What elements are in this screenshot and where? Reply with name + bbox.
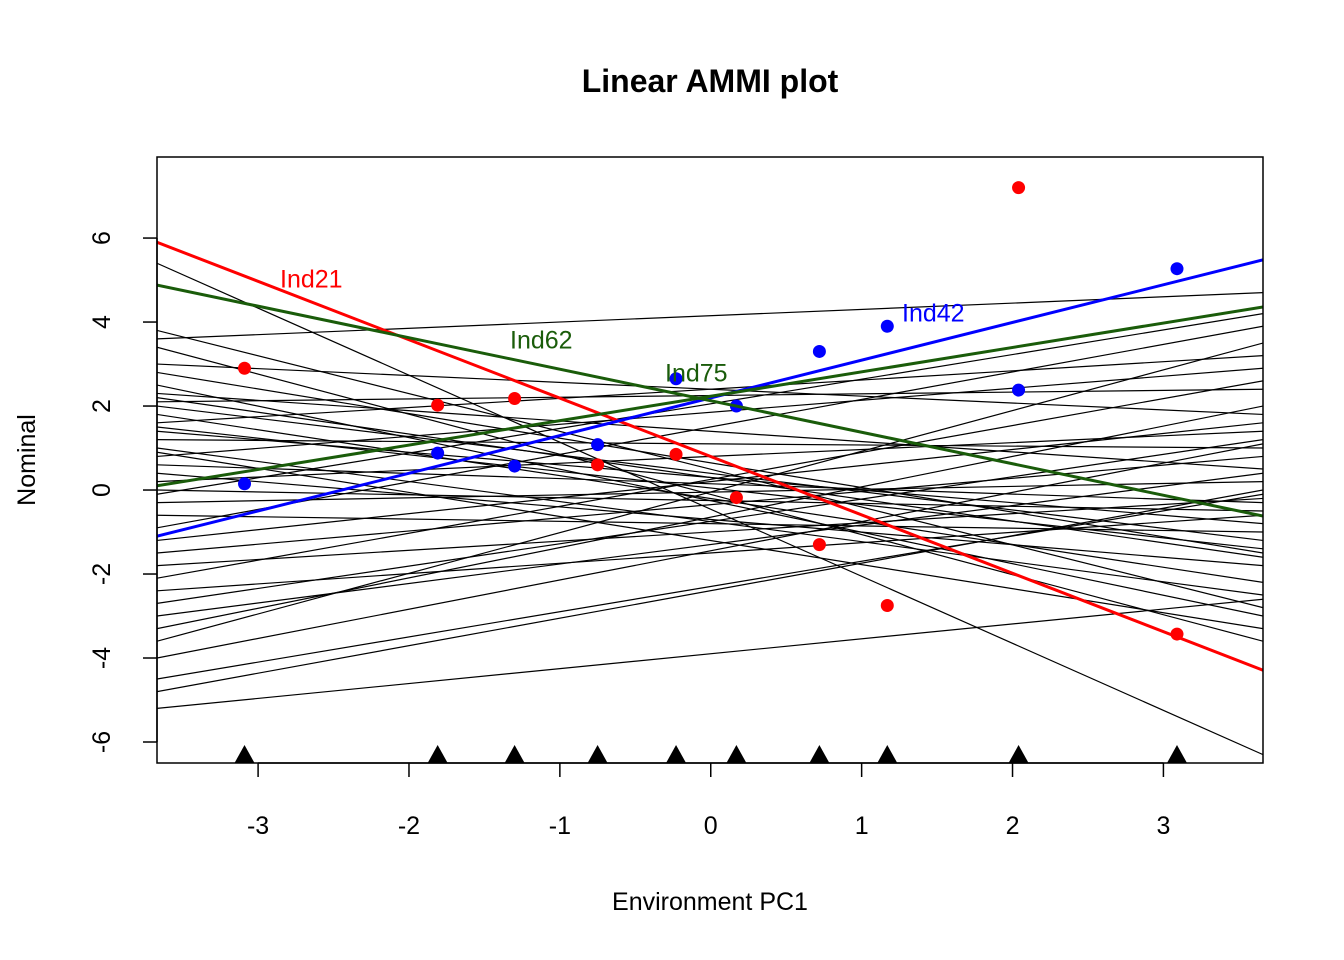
y-tick-label: -2: [88, 563, 116, 585]
x-tick-label: 3: [1156, 812, 1170, 840]
genotype-line: [157, 371, 1263, 554]
highlight-line: [157, 258, 1263, 538]
y-tick-label: 4: [88, 315, 116, 329]
genotype-line: [157, 380, 1263, 579]
y-axis-label: Nominal: [13, 414, 41, 506]
data-point: [1170, 262, 1184, 276]
data-point: [238, 361, 252, 375]
environment-marker: [809, 745, 830, 763]
genotype-line: [157, 397, 1263, 558]
x-tick-label: 0: [704, 812, 718, 840]
series-label: Ind62: [510, 327, 573, 355]
genotype-line: [157, 464, 1263, 504]
plot-area: [157, 181, 1263, 763]
data-point: [591, 458, 605, 472]
environment-marker: [1008, 745, 1029, 763]
genotype-line: [157, 342, 1263, 642]
x-tick-label: -3: [247, 812, 269, 840]
data-point: [238, 477, 252, 491]
data-point: [880, 599, 894, 613]
y-tick-label: 0: [88, 483, 116, 497]
environment-marker: [234, 745, 255, 763]
environment-marker: [427, 745, 448, 763]
genotype-line: [157, 451, 1263, 630]
x-tick-label: 2: [1006, 812, 1020, 840]
genotype-line: [157, 292, 1263, 340]
environment-marker: [877, 745, 898, 763]
environment-marker: [666, 745, 687, 763]
genotype-line: [157, 472, 1263, 617]
y-tick-label: -4: [88, 647, 116, 669]
genotype-line: [157, 439, 1263, 605]
x-tick-label: -2: [398, 812, 420, 840]
genotype-line: [157, 598, 1263, 710]
y-tick-label: 6: [88, 231, 116, 245]
environment-marker: [1166, 745, 1187, 763]
genotype-line: [157, 489, 1263, 512]
data-point: [508, 459, 522, 473]
genotype-line: [157, 497, 1263, 567]
data-point: [508, 391, 522, 405]
data-point: [880, 319, 894, 333]
chart-title: Linear AMMI plot: [582, 63, 839, 99]
genotype-line: [157, 313, 1263, 495]
environment-marker: [587, 745, 608, 763]
genotype-line: [157, 325, 1263, 529]
genotype-line: [157, 329, 1263, 609]
x-axis-label: Environment PC1: [612, 888, 808, 916]
highlight-line: [157, 305, 1263, 488]
genotype-line: [157, 514, 1263, 533]
genotype-line: [157, 493, 1263, 680]
data-point: [1012, 181, 1026, 195]
genotype-line: [157, 346, 1263, 642]
data-point: [431, 446, 445, 460]
genotype-line: [157, 514, 1263, 592]
genotype-line: [157, 455, 1263, 554]
y-tick-label: 2: [88, 399, 116, 413]
data-point: [1012, 383, 1026, 397]
series-label: Ind75: [665, 360, 728, 388]
y-tick-label: -6: [88, 731, 116, 753]
genotype-line: [157, 392, 1263, 470]
data-point: [812, 538, 826, 552]
data-point: [591, 438, 605, 452]
x-tick-label: -1: [549, 812, 571, 840]
data-point: [812, 344, 826, 358]
x-tick-label: 1: [855, 812, 869, 840]
genotype-line: [157, 472, 1263, 567]
highlight-line: [157, 283, 1263, 518]
genotype-line: [157, 439, 1263, 449]
series-label: Ind21: [280, 266, 343, 294]
genotype-line: [157, 262, 1263, 756]
data-point: [729, 491, 743, 505]
environment-marker: [504, 745, 525, 763]
genotype-line: [157, 489, 1263, 693]
genotype-line: [157, 422, 1263, 542]
data-point: [669, 372, 683, 386]
genotype-line: [157, 355, 1263, 424]
genotype-line: [157, 426, 1263, 550]
data-point: [669, 447, 683, 461]
genotype-line: [157, 443, 1263, 659]
genotype-line: [157, 413, 1263, 584]
data-point: [1170, 627, 1184, 641]
highlight-line: [157, 240, 1263, 672]
genotype-line: [157, 367, 1263, 458]
series-label: Ind42: [902, 300, 965, 328]
environment-marker: [726, 745, 747, 763]
data-point: [431, 398, 445, 412]
genotype-line: [157, 405, 1263, 542]
